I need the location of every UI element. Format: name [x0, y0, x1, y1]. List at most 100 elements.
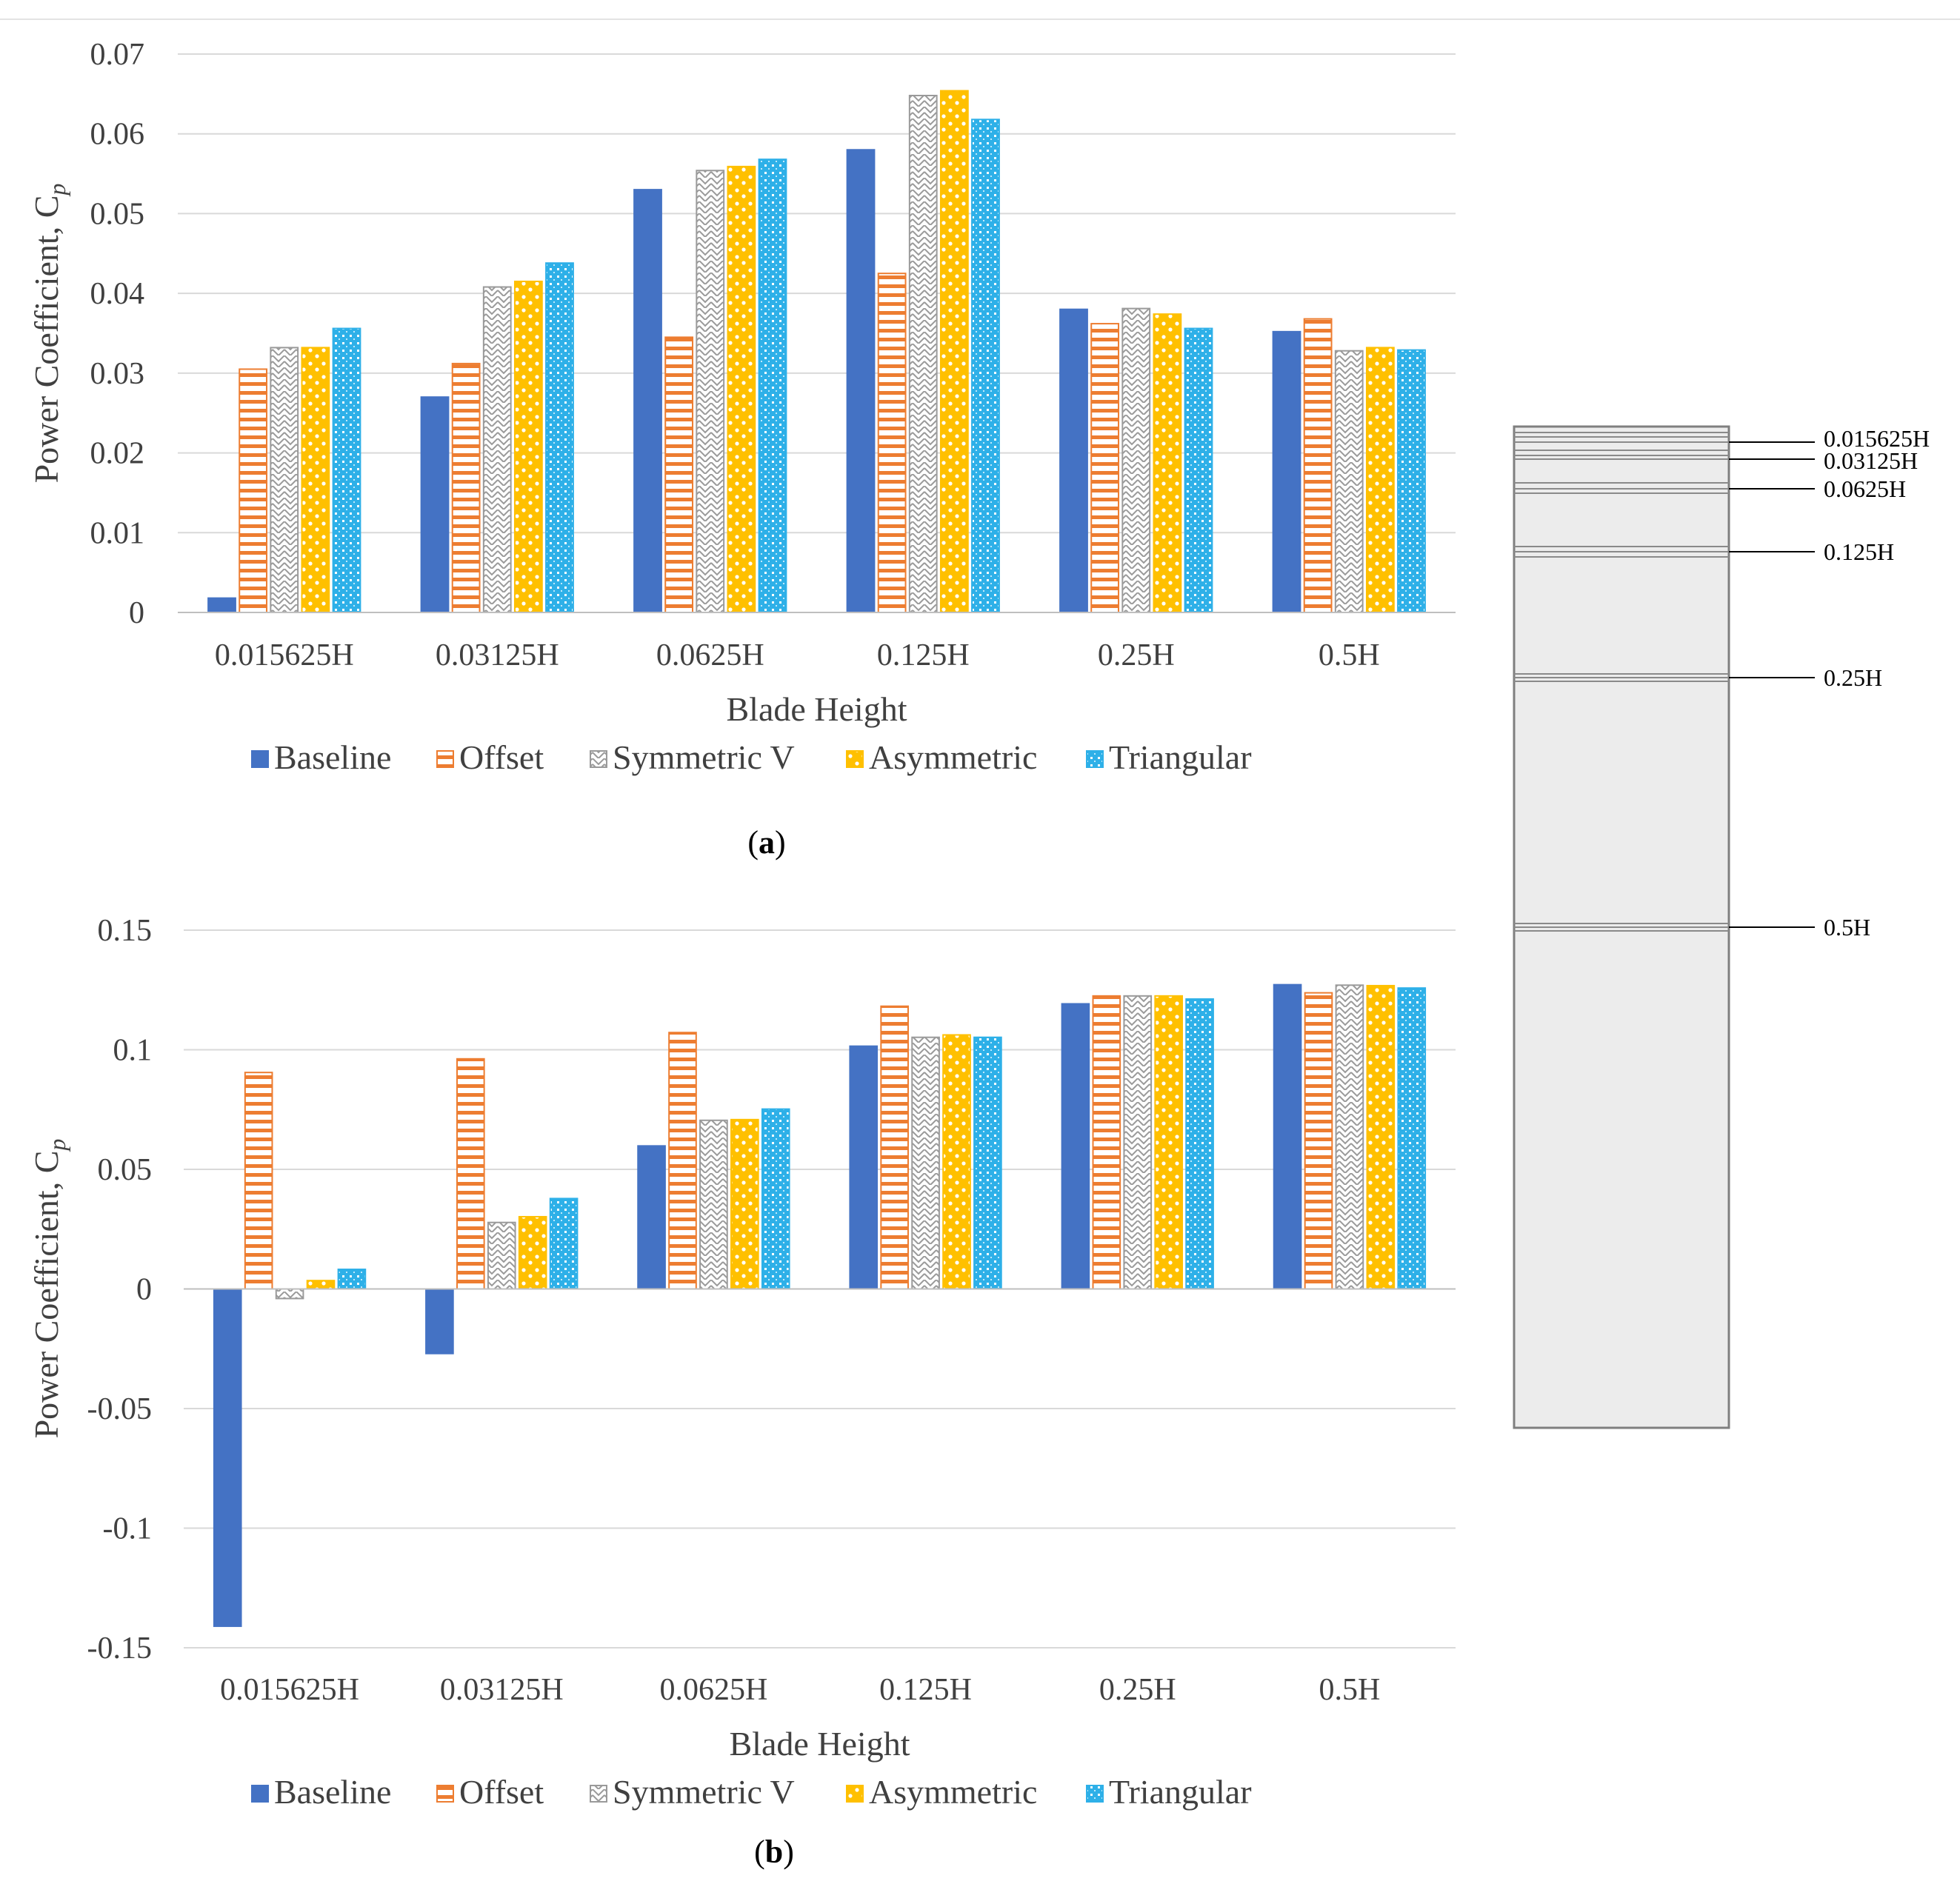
bar-offset — [877, 273, 907, 613]
bar-baseline — [207, 597, 236, 614]
x-tick-label: 0.25H — [1099, 1673, 1176, 1707]
bar-triangular — [332, 327, 361, 613]
bar-symmetric-v — [699, 1119, 728, 1290]
chart-b: -0.15 -0.1 -0.05 0 0.05 0.1 0.15 0.015625H 0.031… — [27, 914, 1456, 1811]
x-tick-label: 0.25H — [1098, 638, 1175, 672]
diagram-label: 0.03125H — [1824, 447, 1918, 474]
y-tick-label: 0.07 — [90, 38, 145, 72]
caption-a: (a) — [747, 824, 785, 861]
legend-swatch-asymmetric — [846, 750, 864, 768]
y-tick-label: -0.05 — [87, 1392, 153, 1426]
bar-baseline — [213, 1288, 242, 1627]
bar-offset — [1092, 995, 1121, 1290]
legend-swatch-baseline — [251, 750, 269, 768]
bar-symmetric-v — [911, 1036, 940, 1290]
diagram-label: 0.0625H — [1824, 475, 1906, 502]
bar-offset — [456, 1058, 485, 1290]
bar-offset — [664, 336, 694, 613]
bar-symmetric-v — [275, 1288, 304, 1300]
diagram-label: 0.015625H — [1824, 425, 1930, 452]
legend-label-symmetric-v: Symmetric V — [613, 738, 795, 776]
legend-swatch-symmetric-v — [590, 750, 607, 768]
bar-triangular — [1397, 349, 1426, 613]
bar-offset — [239, 368, 268, 613]
bar-baseline — [1061, 1003, 1090, 1290]
bar-symmetric-v — [482, 286, 512, 613]
bar-offset — [668, 1032, 697, 1290]
diagram-label: 0.125H — [1824, 538, 1894, 565]
bar-symmetric-v — [908, 95, 938, 614]
bar-offset — [880, 1005, 909, 1290]
y-tick-label: -0.1 — [103, 1512, 153, 1546]
y-axis-title-subscript: p — [44, 184, 70, 197]
y-tick-label: 0.05 — [98, 1153, 153, 1187]
y-tick-label: 0.04 — [90, 277, 145, 311]
legend-swatch-triangular — [1086, 1785, 1104, 1803]
legend-swatch-asymmetric — [846, 1785, 864, 1803]
bar-triangular — [971, 118, 1000, 613]
diagram-label: 0.5H — [1824, 914, 1870, 941]
bar-symmetric-v — [1335, 984, 1364, 1290]
bar-asymmetric — [518, 1215, 547, 1290]
bar-offset — [244, 1072, 273, 1290]
legend-label-symmetric-v: Symmetric V — [613, 1773, 795, 1811]
x-tick-label: 0.5H — [1319, 638, 1380, 672]
bar-symmetric-v — [487, 1221, 516, 1290]
bar-symmetric-v — [696, 170, 725, 613]
legend-label-asymmetric: Asymmetric — [869, 738, 1037, 776]
legend-swatch-baseline — [251, 1785, 269, 1803]
legend-swatch-symmetric-v — [590, 1785, 607, 1803]
bar-asymmetric — [513, 280, 543, 613]
legend-label-offset: Offset — [459, 738, 544, 776]
bar-triangular — [549, 1197, 579, 1290]
legend-label-triangular: Triangular — [1109, 1773, 1252, 1811]
bar-triangular — [1185, 998, 1214, 1290]
y-tick-label: 0.15 — [98, 914, 153, 948]
bar-triangular — [758, 158, 787, 613]
caption-a-letter: a — [759, 824, 775, 861]
bar-baseline — [1059, 308, 1088, 613]
chart-a: 0 0.01 0.02 0.03 0.04 0.05 0.06 0.07 0.015625H 0.… — [27, 38, 1456, 776]
bar-baseline — [420, 396, 450, 614]
bar-symmetric-v — [1123, 995, 1153, 1290]
diagram-label: 0.25H — [1824, 664, 1882, 691]
legend-swatch-triangular — [1086, 750, 1104, 768]
bar-symmetric-v — [1334, 350, 1364, 613]
x-tick-label: 0.125H — [879, 1673, 972, 1707]
bar-asymmetric — [727, 165, 756, 613]
bar-triangular — [761, 1108, 790, 1290]
bar-triangular — [337, 1269, 367, 1290]
bar-asymmetric — [1153, 313, 1182, 613]
caption-b: (b) — [754, 1834, 794, 1870]
caption-b-letter: b — [765, 1834, 783, 1870]
bar-baseline — [849, 1045, 879, 1290]
y-tick-label: 0 — [129, 596, 144, 630]
y-tick-label: 0.1 — [113, 1034, 153, 1068]
x-axis-title: Blade Height — [730, 1725, 910, 1763]
y-tick-label: -0.15 — [87, 1631, 153, 1666]
bar-offset — [1303, 318, 1333, 613]
legend-label-offset: Offset — [459, 1773, 544, 1811]
legend-label-triangular: Triangular — [1109, 738, 1252, 776]
x-tick-label: 0.0625H — [659, 1673, 767, 1707]
x-tick-label: 0.0625H — [656, 638, 764, 672]
x-tick-label: 0.015625H — [220, 1673, 359, 1707]
legend-label-baseline: Baseline — [274, 1773, 391, 1811]
y-axis-title: Power Coefficient, Cp — [27, 1139, 70, 1439]
bar-triangular — [1184, 327, 1213, 613]
y-tick-label: 0 — [136, 1273, 152, 1307]
x-tick-label: 0.015625H — [215, 638, 354, 672]
bar-baseline — [637, 1145, 666, 1290]
bar-asymmetric — [730, 1118, 759, 1290]
x-axis-title: Blade Height — [727, 690, 907, 728]
bar-triangular — [1397, 987, 1427, 1290]
bar-baseline — [846, 149, 876, 613]
y-tick-label: 0.01 — [90, 516, 145, 550]
bar-offset — [1090, 323, 1120, 613]
bar-symmetric-v — [1121, 307, 1151, 613]
legend-swatch-offset — [436, 1785, 454, 1803]
bar-asymmetric — [1365, 347, 1395, 613]
bar-offset — [451, 362, 481, 613]
bar-asymmetric — [942, 1034, 971, 1290]
